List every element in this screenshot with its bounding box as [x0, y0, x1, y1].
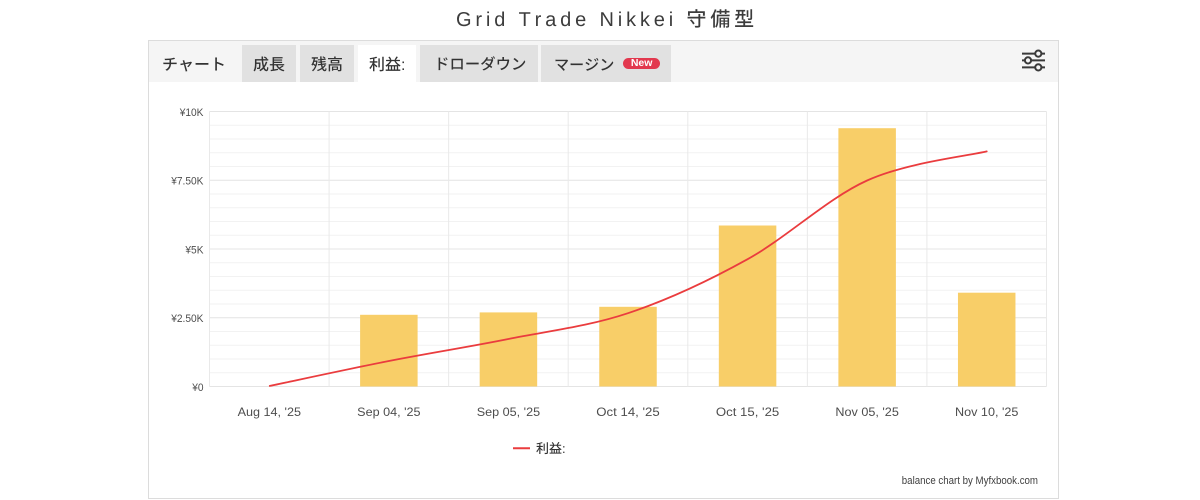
- svg-text:Nov 10, '25: Nov 10, '25: [955, 405, 1019, 419]
- svg-text:Aug 14, '25: Aug 14, '25: [238, 405, 302, 419]
- svg-text:¥5K: ¥5K: [184, 244, 204, 256]
- svg-text:Oct 15, '25: Oct 15, '25: [716, 405, 780, 419]
- svg-text:¥7.50K: ¥7.50K: [170, 176, 204, 188]
- svg-text:¥2.50K: ¥2.50K: [170, 313, 204, 325]
- svg-text:Sep 04, '25: Sep 04, '25: [357, 405, 421, 419]
- svg-text:¥0: ¥0: [191, 382, 203, 394]
- svg-text:Nov 05, '25: Nov 05, '25: [835, 405, 899, 419]
- svg-text:balance chart by Myfxbook.com: balance chart by Myfxbook.com: [902, 475, 1038, 487]
- svg-text:¥10K: ¥10K: [179, 107, 204, 119]
- svg-text:Sep 05, '25: Sep 05, '25: [477, 405, 541, 419]
- svg-text:Oct 14, '25: Oct 14, '25: [596, 405, 660, 419]
